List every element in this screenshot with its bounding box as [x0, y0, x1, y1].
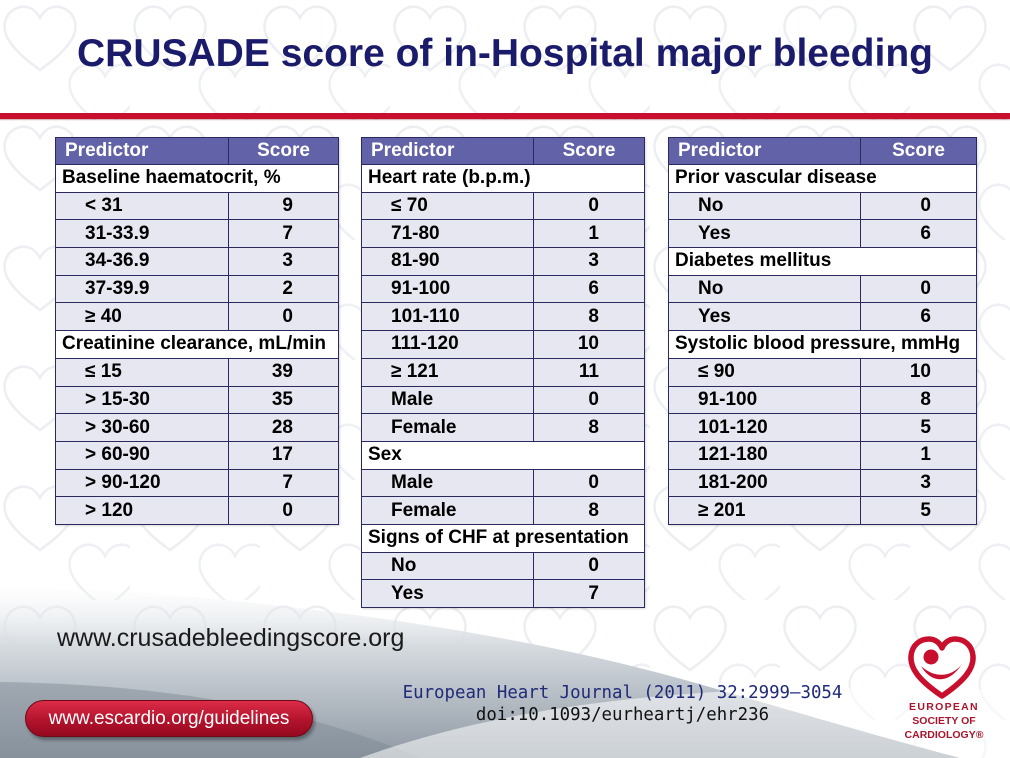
- esc-logo-line: EUROPEAN: [909, 701, 979, 713]
- predictor-cell: No: [669, 192, 860, 220]
- predictor-cell: 31-33.9: [56, 220, 228, 248]
- predictor-cell: > 15-30: [56, 386, 228, 414]
- table-section-row: Signs of CHF at presentation: [362, 524, 644, 552]
- predictor-cell: Female: [362, 414, 533, 441]
- predictor-cell: No: [362, 552, 533, 580]
- score-cell: 2: [229, 275, 338, 303]
- table-header-predictor: Predictor: [362, 138, 533, 164]
- predictor-cell: Male: [362, 469, 533, 497]
- score-cell: 7: [534, 580, 644, 607]
- score-cell: 8: [534, 414, 644, 441]
- score-cell: 17: [229, 441, 338, 469]
- predictor-cell: > 90-120: [56, 469, 228, 497]
- predictor-cell: No: [669, 275, 860, 303]
- predictor-cell: Yes: [669, 303, 860, 331]
- score-cell: 3: [534, 248, 644, 275]
- score-cell: 9: [229, 192, 338, 220]
- score-cell: 0: [861, 192, 976, 220]
- citation-journal: European Heart Journal (2011) 32:2999–30…: [402, 683, 843, 703]
- esc-logo-line: SOCIETY OF: [912, 715, 976, 727]
- predictor-cell: ≤ 70: [362, 192, 533, 220]
- score-cell: 35: [229, 386, 338, 414]
- score-cell: 11: [534, 358, 644, 386]
- predictor-cell: > 120: [56, 497, 228, 524]
- table-section-row: Creatinine clearance, mL/min: [56, 331, 338, 358]
- predictor-cell: Yes: [362, 580, 533, 607]
- score-cell: 8: [861, 386, 976, 414]
- predictor-cell: > 60-90: [56, 441, 228, 469]
- score-cell: 3: [861, 469, 976, 497]
- predictor-cell: ≥ 40: [56, 303, 228, 331]
- predictor-cell: 101-120: [669, 414, 860, 441]
- predictor-cell: 111-120: [362, 331, 533, 358]
- score-cell: 8: [534, 497, 644, 524]
- crusade-table-heart-rate-sex-chf: Predictor Score Heart rate (b.p.m.) ≤ 70 0 71…: [361, 137, 645, 608]
- score-cell: 10: [534, 331, 644, 358]
- citation-doi: doi:10.1093/eurheartj/ehr236: [475, 705, 770, 725]
- table-section-row: Baseline haematocrit, %: [56, 165, 338, 192]
- score-cell: 6: [861, 303, 976, 331]
- citation: European Heart Journal (2011) 32:2999–30…: [400, 682, 845, 726]
- esc-heart-logo-icon: [908, 636, 976, 699]
- esc-logo-wordmark: EUROPEAN SOCIETY OF CARDIOLOGY®: [894, 700, 994, 742]
- table-header-score: Score: [229, 138, 338, 164]
- score-cell: 8: [534, 303, 644, 331]
- score-cell: 1: [534, 220, 644, 248]
- table-section-row: Sex: [362, 441, 644, 469]
- predictor-cell: 121-180: [669, 441, 860, 469]
- website-link[interactable]: www.crusadebleedingscore.org: [57, 624, 405, 652]
- predictor-cell: 81-90: [362, 248, 533, 275]
- crusade-table-vascular-diabetes-bp: Predictor Score Prior vascular disease No 0 Y…: [668, 137, 977, 525]
- predictor-cell: Female: [362, 497, 533, 524]
- esc-logo-line: CARDIOLOGY®: [904, 729, 984, 741]
- table-section-row: Prior vascular disease: [669, 165, 976, 192]
- predictor-cell: ≥ 201: [669, 497, 860, 524]
- guidelines-button[interactable]: www.escardio.org/guidelines: [25, 700, 313, 737]
- predictor-cell: 101-110: [362, 303, 533, 331]
- table-header-predictor: Predictor: [669, 138, 860, 164]
- predictor-cell: ≤ 90: [669, 358, 860, 386]
- score-cell: 3: [229, 248, 338, 275]
- table-header-predictor: Predictor: [56, 138, 228, 164]
- predictor-cell: 71-80: [362, 220, 533, 248]
- predictor-cell: 34-36.9: [56, 248, 228, 275]
- score-cell: 0: [534, 469, 644, 497]
- table-section-row: Heart rate (b.p.m.): [362, 165, 644, 192]
- score-cell: 1: [861, 441, 976, 469]
- score-cell: 6: [861, 220, 976, 248]
- score-cell: 0: [861, 275, 976, 303]
- predictor-cell: ≤ 15: [56, 358, 228, 386]
- score-cell: 0: [534, 552, 644, 580]
- score-cell: 7: [229, 220, 338, 248]
- predictor-cell: < 31: [56, 192, 228, 220]
- table-header-score: Score: [534, 138, 644, 164]
- score-cell: 39: [229, 358, 338, 386]
- score-cell: 0: [534, 386, 644, 414]
- score-cell: 6: [534, 275, 644, 303]
- slide-title: CRUSADE score of in-Hospital major bleed…: [77, 32, 933, 75]
- score-cell: 0: [534, 192, 644, 220]
- table-section-row: Systolic blood pressure, mmHg: [669, 331, 976, 358]
- predictor-cell: 181-200: [669, 469, 860, 497]
- score-cell: 28: [229, 414, 338, 441]
- predictor-cell: Yes: [669, 220, 860, 248]
- score-cell: 5: [861, 414, 976, 441]
- predictor-cell: 91-100: [362, 275, 533, 303]
- table-section-row: Diabetes mellitus: [669, 248, 976, 275]
- predictor-cell: ≥ 121: [362, 358, 533, 386]
- score-cell: 7: [229, 469, 338, 497]
- predictor-cell: > 30-60: [56, 414, 228, 441]
- table-header-score: Score: [861, 138, 976, 164]
- predictor-cell: Male: [362, 386, 533, 414]
- title-divider: [0, 113, 1010, 119]
- score-cell: 0: [229, 497, 338, 524]
- score-cell: 10: [861, 358, 976, 386]
- predictor-cell: 37-39.9: [56, 275, 228, 303]
- score-cell: 5: [861, 497, 976, 524]
- crusade-table-haematocrit-creatinine: Predictor Score Baseline haematocrit, % < 3…: [55, 137, 339, 525]
- score-cell: 0: [229, 303, 338, 331]
- predictor-cell: 91-100: [669, 386, 860, 414]
